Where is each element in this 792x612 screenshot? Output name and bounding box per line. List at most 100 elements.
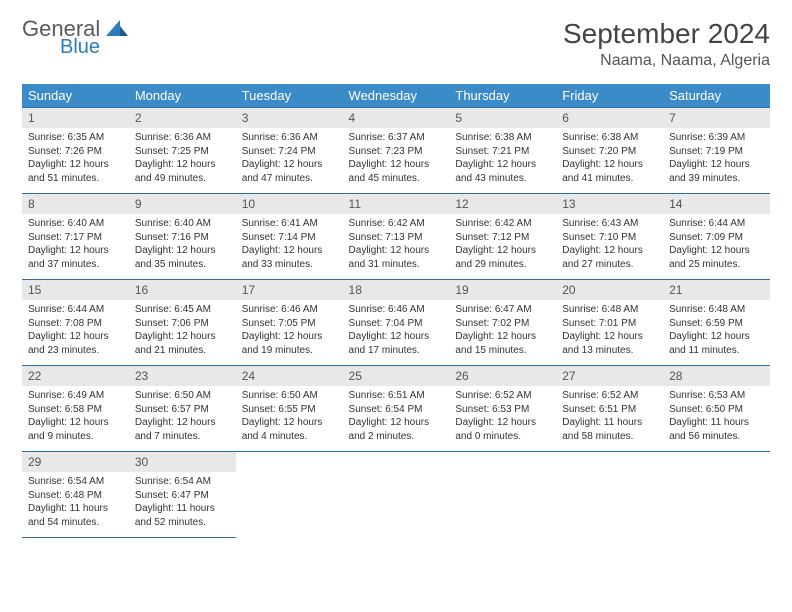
logo-blue: Blue — [60, 37, 100, 57]
day-detail: Sunrise: 6:54 AMSunset: 6:47 PMDaylight:… — [129, 472, 236, 537]
day-detail: Sunrise: 6:43 AMSunset: 7:10 PMDaylight:… — [556, 214, 663, 279]
day-number: 23 — [129, 366, 236, 386]
calendar-week-row: 22Sunrise: 6:49 AMSunset: 6:58 PMDayligh… — [22, 366, 770, 452]
day-detail: Sunrise: 6:44 AMSunset: 7:09 PMDaylight:… — [663, 214, 770, 279]
weekday-header: Friday — [556, 84, 663, 108]
day-number: 30 — [129, 452, 236, 472]
day-number: 6 — [556, 108, 663, 128]
day-detail: Sunrise: 6:35 AMSunset: 7:26 PMDaylight:… — [22, 128, 129, 193]
calendar-day-cell: 8Sunrise: 6:40 AMSunset: 7:17 PMDaylight… — [22, 194, 129, 280]
day-number: 1 — [22, 108, 129, 128]
day-detail: Sunrise: 6:52 AMSunset: 6:53 PMDaylight:… — [449, 386, 556, 451]
location: Naama, Naama, Algeria — [563, 52, 770, 70]
day-detail: Sunrise: 6:48 AMSunset: 6:59 PMDaylight:… — [663, 300, 770, 365]
day-detail: Sunrise: 6:47 AMSunset: 7:02 PMDaylight:… — [449, 300, 556, 365]
calendar-day-cell: 12Sunrise: 6:42 AMSunset: 7:12 PMDayligh… — [449, 194, 556, 280]
weekday-header: Saturday — [663, 84, 770, 108]
weekday-header: Sunday — [22, 84, 129, 108]
calendar-day-cell: 14Sunrise: 6:44 AMSunset: 7:09 PMDayligh… — [663, 194, 770, 280]
calendar-day-cell: 1Sunrise: 6:35 AMSunset: 7:26 PMDaylight… — [22, 108, 129, 194]
day-number: 11 — [343, 194, 450, 214]
calendar-day-cell: 28Sunrise: 6:53 AMSunset: 6:50 PMDayligh… — [663, 366, 770, 452]
day-detail: Sunrise: 6:42 AMSunset: 7:12 PMDaylight:… — [449, 214, 556, 279]
day-detail: Sunrise: 6:41 AMSunset: 7:14 PMDaylight:… — [236, 214, 343, 279]
day-detail: Sunrise: 6:50 AMSunset: 6:55 PMDaylight:… — [236, 386, 343, 451]
calendar-day-cell: 16Sunrise: 6:45 AMSunset: 7:06 PMDayligh… — [129, 280, 236, 366]
logo: General Blue — [22, 18, 128, 57]
calendar-day-cell — [236, 452, 343, 538]
day-number: 8 — [22, 194, 129, 214]
day-number: 7 — [663, 108, 770, 128]
weekday-header-row: Sunday Monday Tuesday Wednesday Thursday… — [22, 84, 770, 108]
day-detail: Sunrise: 6:46 AMSunset: 7:04 PMDaylight:… — [343, 300, 450, 365]
calendar-day-cell — [556, 452, 663, 538]
day-number: 27 — [556, 366, 663, 386]
month-title: September 2024 — [563, 18, 770, 50]
day-detail: Sunrise: 6:36 AMSunset: 7:24 PMDaylight:… — [236, 128, 343, 193]
day-number: 21 — [663, 280, 770, 300]
day-detail: Sunrise: 6:37 AMSunset: 7:23 PMDaylight:… — [343, 128, 450, 193]
calendar-week-row: 8Sunrise: 6:40 AMSunset: 7:17 PMDaylight… — [22, 194, 770, 280]
day-number: 12 — [449, 194, 556, 214]
day-number: 17 — [236, 280, 343, 300]
day-number: 20 — [556, 280, 663, 300]
day-number: 14 — [663, 194, 770, 214]
calendar-day-cell: 4Sunrise: 6:37 AMSunset: 7:23 PMDaylight… — [343, 108, 450, 194]
day-detail: Sunrise: 6:42 AMSunset: 7:13 PMDaylight:… — [343, 214, 450, 279]
day-number: 16 — [129, 280, 236, 300]
day-detail: Sunrise: 6:53 AMSunset: 6:50 PMDaylight:… — [663, 386, 770, 451]
calendar-day-cell: 13Sunrise: 6:43 AMSunset: 7:10 PMDayligh… — [556, 194, 663, 280]
calendar-day-cell: 27Sunrise: 6:52 AMSunset: 6:51 PMDayligh… — [556, 366, 663, 452]
day-number: 25 — [343, 366, 450, 386]
day-detail: Sunrise: 6:44 AMSunset: 7:08 PMDaylight:… — [22, 300, 129, 365]
day-number: 10 — [236, 194, 343, 214]
calendar-day-cell: 26Sunrise: 6:52 AMSunset: 6:53 PMDayligh… — [449, 366, 556, 452]
calendar-week-row: 29Sunrise: 6:54 AMSunset: 6:48 PMDayligh… — [22, 452, 770, 538]
day-number: 29 — [22, 452, 129, 472]
day-number: 26 — [449, 366, 556, 386]
day-detail: Sunrise: 6:54 AMSunset: 6:48 PMDaylight:… — [22, 472, 129, 537]
day-detail: Sunrise: 6:52 AMSunset: 6:51 PMDaylight:… — [556, 386, 663, 451]
day-number: 3 — [236, 108, 343, 128]
weekday-header: Tuesday — [236, 84, 343, 108]
calendar-day-cell: 10Sunrise: 6:41 AMSunset: 7:14 PMDayligh… — [236, 194, 343, 280]
day-number: 9 — [129, 194, 236, 214]
day-detail: Sunrise: 6:48 AMSunset: 7:01 PMDaylight:… — [556, 300, 663, 365]
day-detail: Sunrise: 6:50 AMSunset: 6:57 PMDaylight:… — [129, 386, 236, 451]
day-number: 5 — [449, 108, 556, 128]
calendar-day-cell: 3Sunrise: 6:36 AMSunset: 7:24 PMDaylight… — [236, 108, 343, 194]
calendar-day-cell: 15Sunrise: 6:44 AMSunset: 7:08 PMDayligh… — [22, 280, 129, 366]
day-detail: Sunrise: 6:49 AMSunset: 6:58 PMDaylight:… — [22, 386, 129, 451]
day-number: 28 — [663, 366, 770, 386]
calendar-day-cell: 2Sunrise: 6:36 AMSunset: 7:25 PMDaylight… — [129, 108, 236, 194]
day-detail: Sunrise: 6:51 AMSunset: 6:54 PMDaylight:… — [343, 386, 450, 451]
day-detail: Sunrise: 6:38 AMSunset: 7:20 PMDaylight:… — [556, 128, 663, 193]
day-detail: Sunrise: 6:38 AMSunset: 7:21 PMDaylight:… — [449, 128, 556, 193]
day-number: 24 — [236, 366, 343, 386]
day-number: 4 — [343, 108, 450, 128]
day-number: 18 — [343, 280, 450, 300]
calendar-day-cell: 20Sunrise: 6:48 AMSunset: 7:01 PMDayligh… — [556, 280, 663, 366]
calendar-day-cell: 25Sunrise: 6:51 AMSunset: 6:54 PMDayligh… — [343, 366, 450, 452]
weekday-header: Thursday — [449, 84, 556, 108]
day-detail: Sunrise: 6:46 AMSunset: 7:05 PMDaylight:… — [236, 300, 343, 365]
calendar-day-cell: 9Sunrise: 6:40 AMSunset: 7:16 PMDaylight… — [129, 194, 236, 280]
day-detail: Sunrise: 6:40 AMSunset: 7:16 PMDaylight:… — [129, 214, 236, 279]
header: General Blue September 2024 Naama, Naama… — [22, 18, 770, 70]
calendar-table: Sunday Monday Tuesday Wednesday Thursday… — [22, 84, 770, 538]
day-detail: Sunrise: 6:40 AMSunset: 7:17 PMDaylight:… — [22, 214, 129, 279]
title-block: September 2024 Naama, Naama, Algeria — [563, 18, 770, 70]
logo-triangle-icon — [106, 20, 128, 41]
day-detail: Sunrise: 6:39 AMSunset: 7:19 PMDaylight:… — [663, 128, 770, 193]
calendar-day-cell: 30Sunrise: 6:54 AMSunset: 6:47 PMDayligh… — [129, 452, 236, 538]
day-detail: Sunrise: 6:45 AMSunset: 7:06 PMDaylight:… — [129, 300, 236, 365]
calendar-day-cell: 7Sunrise: 6:39 AMSunset: 7:19 PMDaylight… — [663, 108, 770, 194]
calendar-day-cell: 19Sunrise: 6:47 AMSunset: 7:02 PMDayligh… — [449, 280, 556, 366]
day-number: 22 — [22, 366, 129, 386]
calendar-day-cell: 23Sunrise: 6:50 AMSunset: 6:57 PMDayligh… — [129, 366, 236, 452]
calendar-day-cell: 17Sunrise: 6:46 AMSunset: 7:05 PMDayligh… — [236, 280, 343, 366]
calendar-day-cell — [343, 452, 450, 538]
calendar-day-cell: 21Sunrise: 6:48 AMSunset: 6:59 PMDayligh… — [663, 280, 770, 366]
day-number: 2 — [129, 108, 236, 128]
calendar-day-cell: 18Sunrise: 6:46 AMSunset: 7:04 PMDayligh… — [343, 280, 450, 366]
